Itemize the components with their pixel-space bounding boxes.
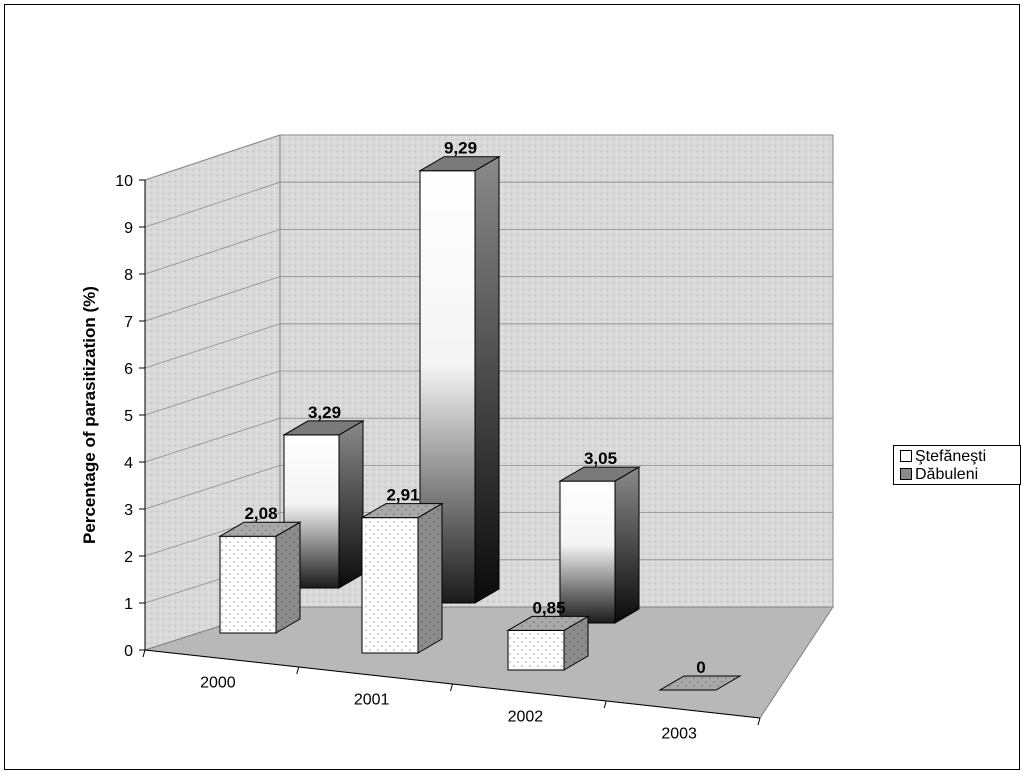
legend-label-series-0: Ştefăneşti	[915, 448, 987, 465]
legend-item-series-1: Dăbuleni	[900, 466, 978, 484]
legend-label-series-1: Dăbuleni	[915, 466, 979, 483]
y-tick-label: 6	[124, 361, 133, 378]
bar-side	[614, 466, 640, 624]
y-tick-label: 10	[115, 173, 133, 190]
bar-front	[507, 629, 565, 671]
y-tick-label: 8	[124, 267, 133, 284]
gridline	[144, 134, 833, 181]
gridline	[144, 228, 833, 275]
bar-top	[558, 466, 641, 482]
y-axis-title: Percentage of parasitization (%)	[80, 286, 99, 544]
gridline	[144, 512, 833, 557]
category-axis-ticks: 2000 2001 2002 2003	[142, 649, 761, 743]
bar-front	[361, 517, 419, 654]
data-labels: 3,29 9,29 3,05 2,08 2,91 0,85 0	[244, 139, 705, 677]
bar-top	[218, 521, 302, 537]
bar-top	[418, 156, 501, 172]
y-tick-label: 7	[124, 314, 133, 331]
y-tick-label: 4	[124, 455, 133, 472]
x-tick-mark	[450, 683, 453, 692]
data-label: 3,05	[584, 449, 617, 468]
bar-front	[219, 535, 277, 634]
bar-side	[474, 155, 500, 604]
x-tick-label: 2000	[200, 675, 236, 692]
y-tick-label: 1	[124, 596, 133, 613]
gridline	[144, 464, 833, 510]
bar-top	[282, 420, 365, 436]
bar-top	[360, 503, 444, 519]
y-tick-label: 2	[124, 549, 133, 566]
value-axis-ticks: 0 1 2 3 4 5 6 7 8 9 10	[115, 173, 145, 660]
x-tick-label: 2002	[508, 709, 544, 726]
bar-top	[658, 675, 742, 691]
data-label: 2,91	[386, 486, 419, 505]
legend: Ştefăneşti Dăbuleni	[893, 445, 1021, 485]
gridline	[144, 323, 833, 369]
gridline	[144, 370, 833, 416]
x-tick-mark	[757, 717, 761, 726]
x-tick-mark	[603, 700, 607, 709]
data-label: 3,29	[308, 403, 341, 422]
y-tick-label: 0	[124, 643, 133, 660]
gridline	[144, 417, 833, 463]
bar-front	[559, 480, 616, 624]
legend-swatch-series-1	[900, 468, 912, 480]
bar-side	[275, 521, 301, 634]
x-tick-label: 2003	[661, 726, 697, 743]
data-label: 9,29	[444, 139, 477, 158]
data-label: 2,08	[244, 504, 277, 523]
bar-top	[506, 615, 590, 631]
legend-swatch-series-0	[900, 450, 912, 462]
gridline	[144, 181, 833, 228]
bar-side	[417, 502, 443, 654]
bars	[218, 155, 742, 691]
data-label: 0	[696, 658, 705, 677]
y-tick-label: 5	[124, 408, 133, 425]
gridline	[144, 276, 833, 322]
bar-side	[338, 420, 364, 589]
x-tick-mark	[142, 649, 146, 658]
data-label: 0,85	[532, 598, 565, 617]
y-tick-label: 9	[124, 220, 133, 237]
x-tick-mark	[296, 666, 300, 675]
x-tick-label: 2001	[354, 692, 390, 709]
y-tick-label: 3	[124, 502, 133, 519]
legend-item-series-0: Ştefăneşti	[900, 448, 986, 466]
